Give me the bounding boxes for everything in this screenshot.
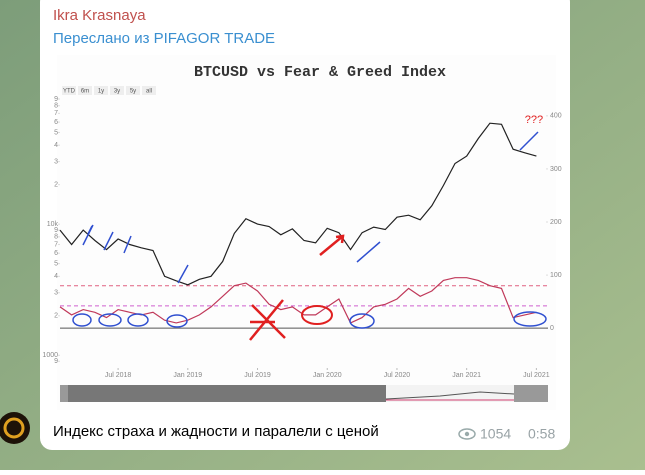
x-tick-label: Jul 2021 xyxy=(523,372,550,379)
range-button[interactable] xyxy=(78,86,92,95)
range-button[interactable] xyxy=(126,86,140,95)
y-tick-label: 9 xyxy=(54,96,58,103)
range-button-label: 1y xyxy=(98,89,104,95)
range-button[interactable] xyxy=(110,86,124,95)
y2-tick-label: 300 xyxy=(550,166,562,173)
y2-tick-label: 400 xyxy=(550,113,562,120)
caption: Индекс страха и жадности и паралели с це… xyxy=(53,423,379,440)
y-tick-label: 9 xyxy=(54,358,58,365)
chart-image[interactable] xyxy=(57,55,556,410)
y-tick-label: 6 xyxy=(54,119,58,126)
avatar-icon xyxy=(3,417,25,439)
y-tick-label: 4 xyxy=(54,273,58,280)
x-tick-label: Jan 2021 xyxy=(452,372,481,379)
y-tick-label: 3 xyxy=(54,290,58,297)
hand-drawn-marks xyxy=(72,131,547,341)
y-tick-label: 5 xyxy=(54,260,58,267)
y-tick-label: 8 xyxy=(54,234,58,241)
views-icon xyxy=(458,428,476,440)
y2-tick-label: 0 xyxy=(550,325,554,332)
time: 0:58 xyxy=(528,426,555,442)
y-tick-label: 2 xyxy=(54,313,58,320)
x-tick-label: Jul 2020 xyxy=(384,372,411,379)
range-button-label: YTD xyxy=(63,89,76,95)
y-tick-label: 7 xyxy=(54,110,58,117)
range-button-label: 5y xyxy=(130,89,136,95)
range-button-label: all xyxy=(146,89,152,95)
x-tick-label: Jul 2018 xyxy=(105,372,132,379)
y-tick-label: 8 xyxy=(54,103,58,110)
range-button-label: 6m xyxy=(81,89,89,95)
x-tick-label: Jan 2019 xyxy=(173,372,202,379)
series-line xyxy=(59,122,537,286)
y-tick-label: 10k xyxy=(47,221,59,228)
y-tick-label: 4 xyxy=(54,142,58,149)
y2-tick-label: 100 xyxy=(550,272,562,279)
range-button[interactable] xyxy=(94,86,108,95)
y-tick-label: 5 xyxy=(54,129,58,136)
view-count: 1054 xyxy=(480,426,511,442)
chart: YTD 6m 1y 3y 5y all910002345678910k2345678901… xyxy=(42,86,562,379)
x-tick-label: Jul 2019 xyxy=(244,372,271,379)
range-button[interactable] xyxy=(142,86,156,95)
forwarded-from[interactable]: Переслано из PIFAGOR TRADE xyxy=(53,30,275,47)
x-tick-label: Jan 2020 xyxy=(313,372,342,379)
y-tick-label: 2 xyxy=(54,182,58,189)
range-button-label: 3y xyxy=(114,89,120,95)
y-tick-label: 3 xyxy=(54,158,58,165)
y-tick-label: 9 xyxy=(54,227,58,234)
y-tick-label: 7 xyxy=(54,241,58,248)
navigator-window xyxy=(386,385,514,402)
range-button[interactable] xyxy=(62,86,76,95)
y-tick-label: 1000 xyxy=(42,352,58,359)
y-tick-label: 6 xyxy=(54,250,58,257)
navigator-mask xyxy=(68,385,386,402)
annotation: ??? xyxy=(525,114,543,126)
chart-title: BTCUSD vs Fear & Greed Index xyxy=(194,64,446,81)
navigator-line xyxy=(385,391,515,400)
author[interactable]: Ikra Krasnaya xyxy=(53,7,146,24)
y2-tick-label: 200 xyxy=(550,219,562,226)
